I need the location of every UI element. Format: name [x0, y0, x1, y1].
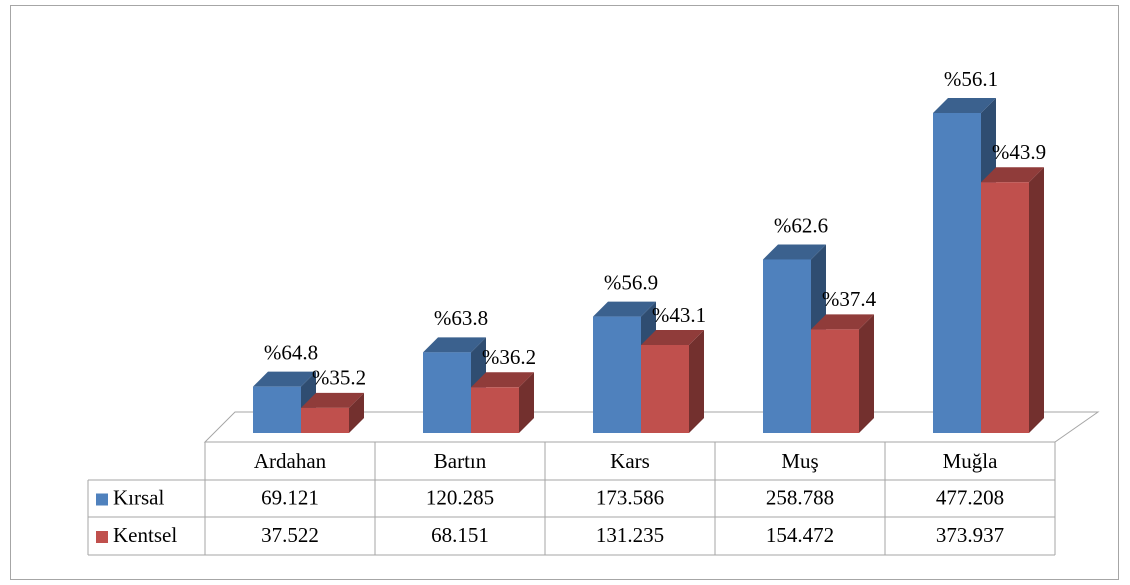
percent-label: %56.1	[944, 67, 998, 91]
bar	[301, 407, 349, 433]
legend-swatch	[96, 493, 108, 506]
legend-label: Kırsal	[113, 485, 164, 509]
bar-side	[349, 392, 364, 433]
bar	[641, 344, 689, 433]
category-label: Bartın	[434, 449, 487, 473]
category-label: Muğla	[943, 449, 999, 473]
table-value: 120.285	[426, 485, 494, 509]
bar	[981, 182, 1029, 433]
bar-top	[763, 244, 826, 260]
bar-top	[593, 301, 656, 317]
category-label: Muş	[781, 449, 818, 473]
bar	[811, 329, 859, 433]
table-value: 68.151	[431, 523, 489, 547]
bar	[253, 386, 301, 433]
legend-swatch	[96, 531, 108, 543]
table-value: 154.472	[766, 523, 834, 547]
percent-label: %62.6	[774, 213, 828, 237]
table-value: 69.121	[261, 485, 319, 509]
percent-label: %43.1	[652, 303, 706, 327]
percent-label: %36.2	[482, 345, 536, 369]
table-value: 477.208	[936, 485, 1004, 509]
legend-label: Kentsel	[113, 523, 177, 547]
category-label: Ardahan	[254, 449, 327, 473]
percent-label: %35.2	[312, 366, 366, 390]
bar-side	[1029, 167, 1044, 434]
bar	[933, 113, 981, 433]
bar-top	[301, 392, 364, 408]
bar-side	[519, 372, 534, 433]
bar-top	[423, 337, 486, 353]
bar	[763, 259, 811, 433]
bar-side	[859, 314, 874, 433]
bar-top	[641, 329, 704, 345]
percent-label: %37.4	[822, 287, 877, 311]
percent-label: %56.9	[604, 270, 658, 294]
percent-label: %63.8	[434, 306, 488, 330]
table-value: 37.522	[261, 523, 319, 547]
bar-top	[933, 98, 996, 113]
bar-top	[811, 314, 874, 330]
bar-top	[471, 372, 534, 388]
table-value: 373.937	[936, 523, 1004, 547]
bar-side	[689, 329, 704, 433]
table-value: 173.586	[596, 485, 664, 509]
table-value: 131.235	[596, 523, 664, 547]
bar	[593, 316, 641, 433]
bar	[423, 352, 471, 433]
percent-label: %64.8	[264, 340, 318, 364]
bar	[471, 387, 519, 433]
bar-top	[981, 167, 1044, 183]
table-value: 258.788	[766, 485, 834, 509]
bar-top	[253, 371, 316, 387]
percent-label: %43.9	[992, 140, 1046, 164]
category-label: Kars	[610, 449, 650, 473]
